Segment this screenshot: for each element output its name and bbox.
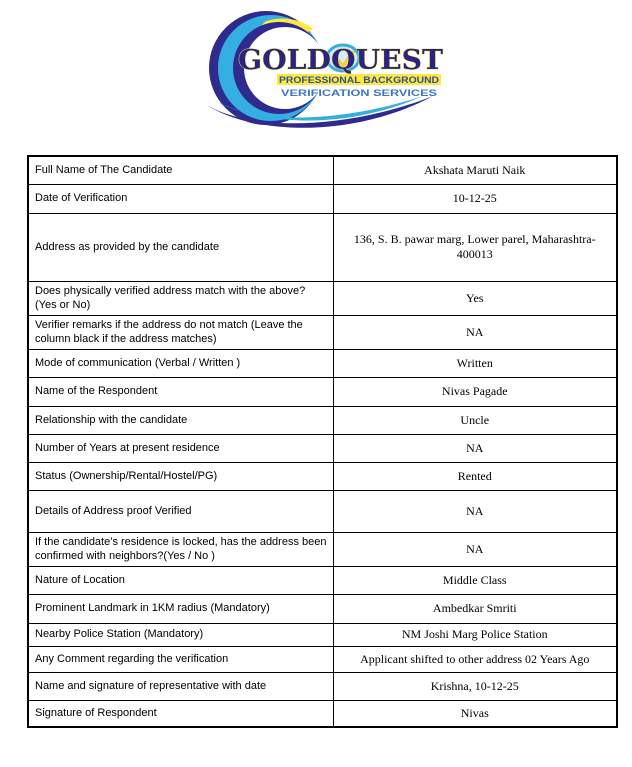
field-value: Written	[332, 348, 618, 378]
table-row: Full Name of The Candidate Akshata Marut…	[27, 155, 618, 185]
field-label: Details of Address proof Verified	[27, 489, 334, 533]
field-label: Address as provided by the candidate	[27, 212, 334, 282]
field-label: Name and signature of representative wit…	[27, 671, 334, 701]
field-label: Signature of Respondent	[27, 699, 334, 728]
table-row: Name and signature of representative wit…	[27, 671, 618, 701]
logo-tagline1-text: PROFESSIONAL BACKGROUND	[279, 75, 439, 86]
field-label: Date of Verification	[27, 183, 334, 214]
field-value: Ambedkar Smriti	[332, 593, 618, 624]
field-label: Name of the Respondent	[27, 376, 334, 407]
field-label: Number of Years at present residence	[27, 433, 334, 463]
field-label: Mode of communication (Verbal / Written …	[27, 348, 334, 378]
logo-tagline2-text: VERIFICATION SERVICES	[281, 88, 437, 98]
table-row: Does physically verified address match w…	[27, 280, 618, 316]
table-row: If the candidate’s residence is locked, …	[27, 531, 618, 567]
field-label: Relationship with the candidate	[27, 405, 334, 435]
logo-core	[243, 27, 326, 109]
field-label: Nature of Location	[27, 565, 334, 595]
field-value: NA	[332, 433, 618, 463]
field-label: Full Name of The Candidate	[27, 155, 334, 185]
logo-tagline-strip	[276, 74, 441, 85]
table-row: Nature of Location Middle Class	[27, 565, 618, 595]
field-value: Nivas	[332, 699, 618, 728]
field-value: NM Joshi Marg Police Station	[332, 622, 618, 647]
field-value: NA	[332, 489, 618, 533]
table-row: Verifier remarks if the address do not m…	[27, 314, 618, 350]
field-value: NA	[332, 531, 618, 567]
table-row: Details of Address proof Verified NA	[27, 489, 618, 533]
table-row: Status (Ownership/Rental/Hostel/PG) Rent…	[27, 461, 618, 491]
logo-swoosh-navy	[204, 96, 433, 128]
logo-swoosh-cyan	[212, 96, 423, 121]
table-row: Nearby Police Station (Mandatory) NM Jos…	[27, 622, 618, 647]
field-value: Rented	[332, 461, 618, 491]
field-label: Does physically verified address match w…	[27, 280, 334, 316]
field-value: Uncle	[332, 405, 618, 435]
field-label: Status (Ownership/Rental/Hostel/PG)	[27, 461, 334, 491]
field-value: NA	[332, 314, 618, 350]
table-row: Date of Verification 10-12-25	[27, 183, 618, 214]
table-row: Any Comment regarding the verification A…	[27, 645, 618, 673]
verification-table-body: Full Name of The Candidate Akshata Marut…	[27, 155, 618, 728]
table-row: Name of the Respondent Nivas Pagade	[27, 376, 618, 407]
table-row: Relationship with the candidate Uncle	[27, 405, 618, 435]
field-value: Nivas Pagade	[332, 376, 618, 407]
logo-q-ellipse	[325, 43, 360, 73]
field-value: 10-12-25	[332, 183, 618, 214]
table-row: Mode of communication (Verbal / Written …	[27, 348, 618, 378]
field-value: Yes	[332, 280, 618, 316]
field-label: Nearby Police Station (Mandatory)	[27, 622, 334, 647]
logo-brand-text: GOLDQUEST	[238, 45, 443, 76]
field-value: Applicant shifted to other address 02 Ye…	[332, 645, 618, 673]
field-value: Akshata Maruti Naik	[332, 155, 618, 185]
field-label: Prominent Landmark in 1KM radius (Mandat…	[27, 593, 334, 624]
field-value: 136, S. B. pawar marg, Lower parel, Maha…	[332, 212, 618, 282]
field-label: Verifier remarks if the address do not m…	[27, 314, 334, 350]
field-value: Krishna, 10-12-25	[332, 671, 618, 701]
table-row: Address as provided by the candidate 136…	[27, 212, 618, 282]
goldquest-logo-art: GOLDQUEST PROFESSIONAL BACKGROUND VERIFI…	[204, 9, 443, 128]
table-row: Prominent Landmark in 1KM radius (Mandat…	[27, 593, 618, 624]
goldquest-logo: GOLDQUEST PROFESSIONAL BACKGROUND VERIFI…	[191, 8, 456, 133]
table-row: Signature of Respondent Nivas	[27, 699, 618, 728]
logo-q-check-icon	[335, 49, 355, 69]
verification-table: Full Name of The Candidate Akshata Marut…	[27, 155, 618, 729]
table-row: Number of Years at present residence NA	[27, 433, 618, 463]
field-label: Any Comment regarding the verification	[27, 645, 334, 673]
field-label: If the candidate’s residence is locked, …	[27, 531, 334, 567]
field-value: Middle Class	[332, 565, 618, 595]
